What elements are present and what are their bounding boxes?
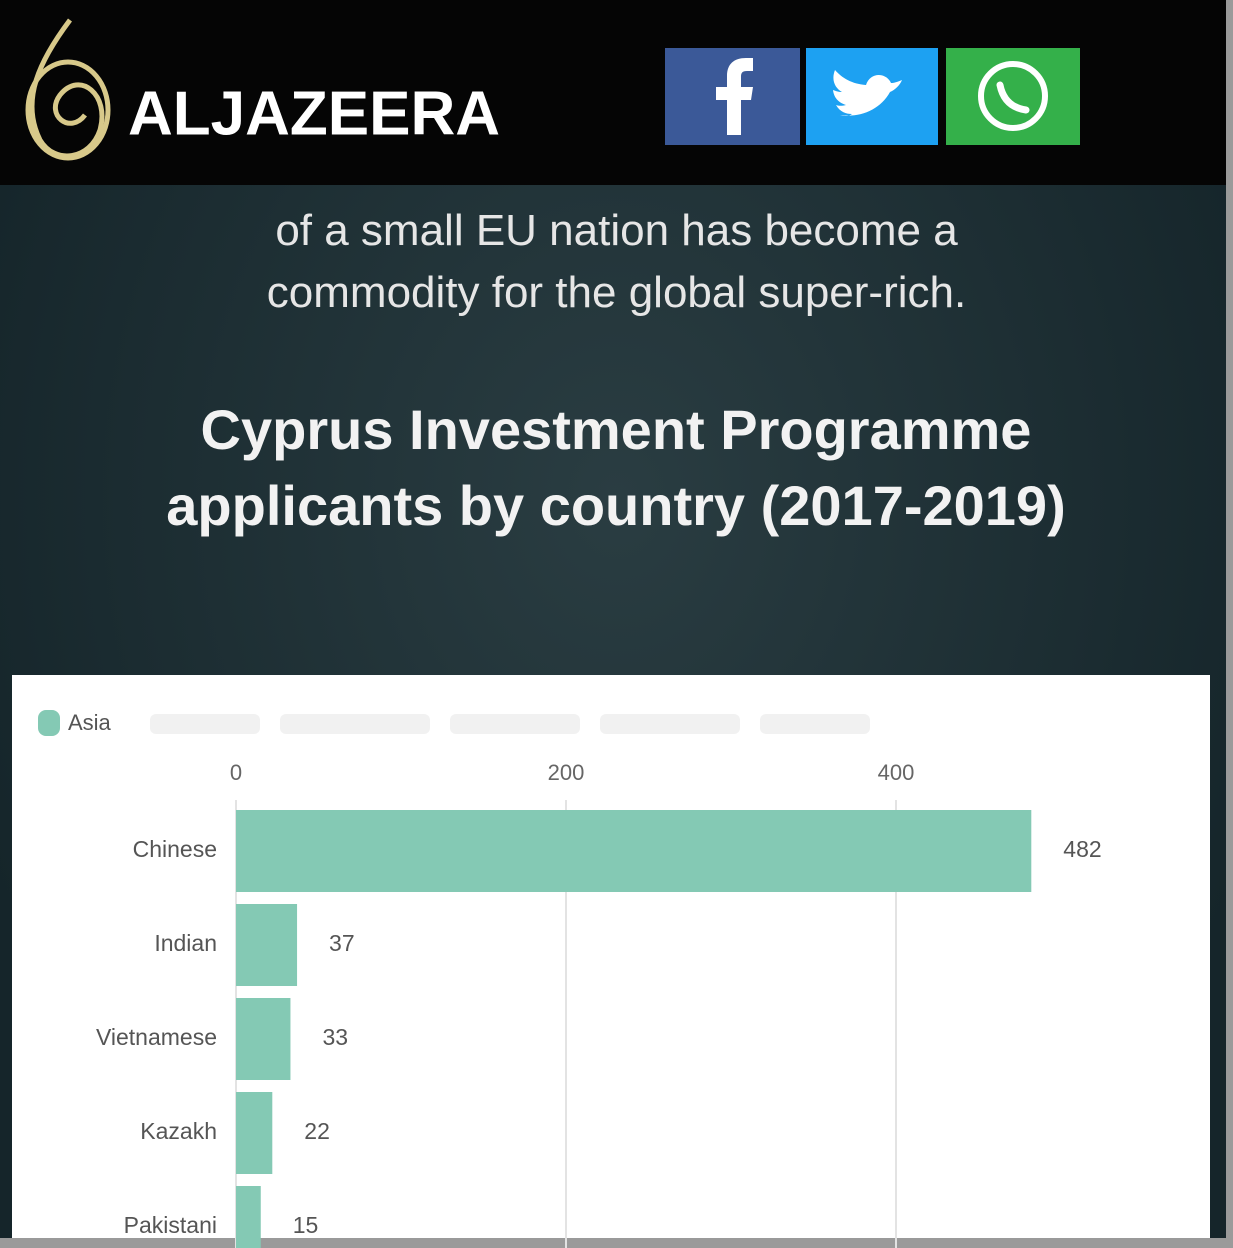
legend-label: Asia bbox=[68, 710, 112, 735]
value-label: 33 bbox=[322, 1024, 348, 1050]
logo-text: ALJAZEERA bbox=[128, 79, 500, 148]
bar bbox=[236, 1092, 273, 1174]
value-label: 37 bbox=[329, 930, 355, 956]
y-tick-label: Indian bbox=[154, 930, 217, 956]
whatsapp-icon bbox=[978, 61, 1048, 131]
y-tick-label: Pakistani bbox=[124, 1212, 217, 1238]
whatsapp-handset bbox=[996, 81, 1030, 114]
legend-placeholder bbox=[600, 714, 740, 734]
legend-placeholder bbox=[150, 714, 260, 734]
intro-line: of a small EU nation has become a bbox=[275, 206, 958, 255]
chart-title: Cyprus Investment Programme applicants b… bbox=[166, 398, 1066, 537]
x-tick-label: 200 bbox=[548, 760, 585, 785]
intro-text: of a small EU nation has become a commod… bbox=[0, 200, 1233, 324]
value-label: 15 bbox=[293, 1212, 319, 1238]
y-tick-label: Vietnamese bbox=[96, 1024, 217, 1050]
screen-edge bbox=[1226, 0, 1233, 1248]
bar bbox=[236, 998, 291, 1080]
value-label: 22 bbox=[304, 1118, 330, 1144]
legend-placeholder bbox=[450, 714, 580, 734]
legend-placeholder bbox=[280, 714, 430, 734]
intro-line: commodity for the global super-rich. bbox=[266, 268, 967, 317]
bar bbox=[236, 810, 1032, 892]
legend-swatch bbox=[38, 710, 60, 736]
bar bbox=[236, 1186, 261, 1248]
legend-placeholder bbox=[760, 714, 870, 734]
screen-edge bbox=[0, 1238, 1233, 1248]
facebook-icon bbox=[716, 58, 753, 135]
y-tick-label: Chinese bbox=[133, 836, 217, 862]
y-tick-label: Kazakh bbox=[140, 1118, 217, 1144]
chart-panel bbox=[12, 675, 1210, 1248]
x-tick-label: 400 bbox=[878, 760, 915, 785]
bar bbox=[236, 904, 298, 986]
value-label: 482 bbox=[1063, 836, 1101, 862]
x-tick-label: 0 bbox=[230, 760, 242, 785]
logo-emblem bbox=[25, 18, 111, 161]
twitter-icon bbox=[833, 70, 902, 116]
